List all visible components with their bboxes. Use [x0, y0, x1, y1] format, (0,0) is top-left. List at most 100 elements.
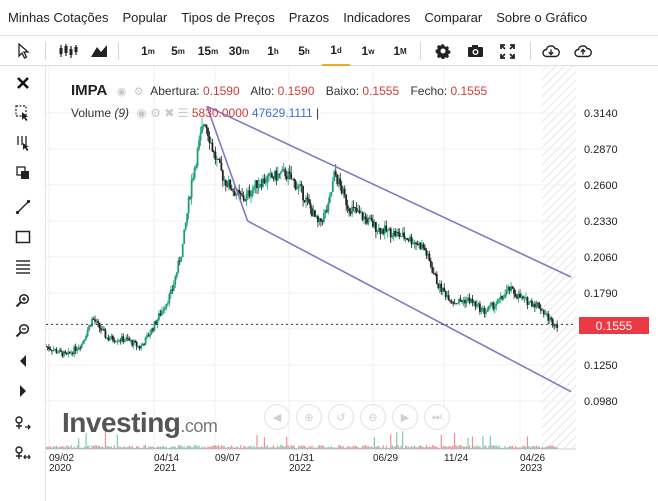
candle-body [327, 202, 330, 212]
volume-bar [415, 446, 417, 449]
candle-body [146, 335, 148, 338]
remove-icon[interactable]: ✖ [164, 106, 175, 120]
settings-icon[interactable]: ⚙ [133, 86, 144, 98]
eye-icon[interactable]: ◉ [116, 86, 127, 98]
timeframe-number: 1 [141, 44, 148, 58]
nav-left-icon[interactable]: ◀ [264, 404, 290, 430]
volume-bar [399, 447, 401, 449]
nav-right-icon[interactable]: ▶ [392, 404, 418, 430]
menu-item-indicadores[interactable]: Indicadores [343, 10, 411, 25]
candle-body [232, 190, 235, 192]
scroll-left-icon[interactable] [12, 350, 34, 372]
cursor-tool-icon[interactable] [14, 36, 34, 66]
menu-item-minhas-cota-es[interactable]: Minhas Cotações [8, 10, 109, 25]
select-delete-icon[interactable] [12, 102, 34, 124]
fullscreen-icon[interactable] [496, 36, 518, 66]
candle-body [137, 346, 140, 347]
volume-bar [546, 446, 548, 449]
volume-bar [185, 447, 187, 449]
candle-body [535, 302, 538, 308]
volume-bar [552, 445, 554, 449]
fibonacci-tool-icon[interactable] [12, 256, 34, 278]
eye-icon[interactable]: ◉ [136, 106, 147, 120]
menu-item-popular[interactable]: Popular [122, 10, 168, 25]
zoom-out-icon[interactable] [12, 320, 34, 342]
trend-line-icon[interactable] [12, 196, 34, 218]
download-cloud-icon[interactable] [540, 36, 562, 66]
candle-body [418, 242, 420, 246]
volume-bar [534, 446, 536, 449]
volume-bar [51, 447, 53, 449]
candle-body [226, 185, 229, 187]
open-value: 0.1590 [202, 84, 240, 98]
rectangle-tool-icon[interactable] [12, 226, 34, 248]
candle-body [526, 297, 529, 305]
candle-body [155, 321, 157, 325]
gear-icon[interactable] [432, 36, 454, 66]
stay-in-draw-mode-icon[interactable] [12, 442, 34, 464]
candle-body [253, 187, 255, 191]
candle-body [128, 338, 131, 341]
close-icon[interactable] [12, 72, 34, 94]
menu-item-tipos-de-pre-os[interactable]: Tipos de Preços [181, 10, 275, 25]
settings-icon[interactable]: ⚙ [150, 106, 161, 120]
menu-item-comparar[interactable]: Comparar [424, 10, 483, 25]
candle-body [207, 128, 209, 137]
volume-bar [348, 446, 350, 449]
crosshair-tool-icon[interactable] [12, 132, 34, 154]
copy-icon[interactable] [12, 162, 34, 184]
candle-body [314, 210, 316, 217]
candle-body [263, 178, 266, 184]
volume-bar [535, 445, 537, 449]
candle-body [505, 290, 508, 294]
price-chart[interactable]: 0.3140 0.2870 0.2600 0.2330 0.2060 0.1790 0.15… [45, 66, 658, 501]
candlestick-type-icon[interactable] [56, 36, 80, 66]
timeframe-30m[interactable]: 30 m [225, 36, 253, 66]
more-icon[interactable]: ☰ [177, 106, 189, 120]
candle-body [196, 148, 199, 166]
reset-nav-icon[interactable]: ↺ [328, 404, 354, 430]
volume-bar [248, 446, 251, 449]
volume-bar [553, 446, 555, 449]
volume-bar [271, 447, 273, 449]
volume-bar [390, 434, 392, 449]
zoom-in-icon[interactable] [12, 290, 34, 312]
magnet-tool-icon[interactable] [12, 412, 34, 434]
zoom-in-nav-icon[interactable]: ⊕ [296, 404, 322, 430]
current-price-badge: 0.1555 [579, 317, 649, 334]
candle-body [201, 126, 203, 133]
volume-bar [205, 447, 208, 449]
camera-icon[interactable] [464, 36, 486, 66]
candle-body [45, 346, 47, 348]
zoom-out-nav-icon[interactable]: ⊖ [360, 404, 386, 430]
candle-body [260, 184, 263, 187]
menu-item-prazos[interactable]: Prazos [288, 10, 330, 25]
volume-bar [458, 445, 460, 449]
volume-bar [468, 445, 471, 449]
volume-bar [243, 446, 245, 449]
volume-bar [81, 447, 83, 449]
chart-area[interactable]: 0.3140 0.2870 0.2600 0.2330 0.2060 0.1790 0.15… [45, 66, 658, 501]
volume-bar [449, 446, 451, 449]
volume-bar [250, 445, 252, 449]
volume-bar [226, 446, 228, 449]
area-type-icon[interactable] [88, 36, 110, 66]
volume-bar [442, 446, 444, 449]
upload-cloud-icon[interactable] [572, 36, 594, 66]
candle-body [419, 242, 422, 250]
timeframe-15m[interactable]: 15 m [194, 36, 222, 66]
go-to-end-icon[interactable]: ⏭ [424, 404, 450, 430]
volume-bar [394, 445, 396, 449]
scroll-right-icon[interactable] [12, 380, 34, 402]
candle-body [254, 180, 257, 188]
candle-body [523, 297, 526, 299]
menu-item-sobre-o-gr-fico[interactable]: Sobre o Gráfico [496, 10, 588, 25]
volume-bar [405, 445, 407, 449]
